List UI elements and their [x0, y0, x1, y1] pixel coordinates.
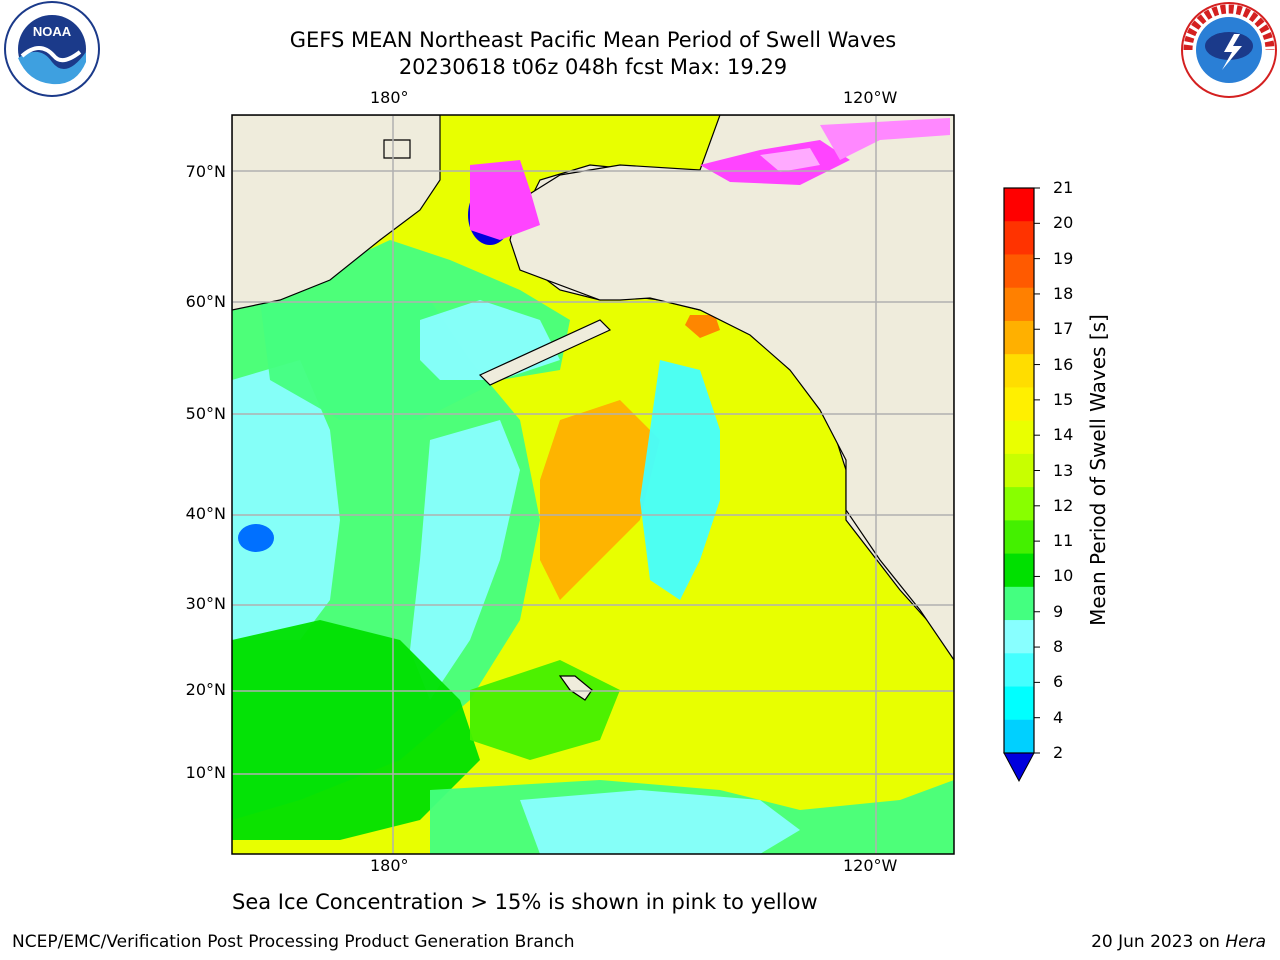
land-hawaii: [558, 675, 593, 701]
colorbar-tick-label: 9: [1053, 601, 1064, 621]
footer-branch: NCEP/EMC/Verification Post Processing Pr…: [12, 932, 575, 952]
land-aleutian: [478, 319, 612, 386]
colorbar-tick-label: 4: [1053, 707, 1064, 727]
swell-alaska-orange: [540, 400, 660, 600]
colorbar-tick-label: 21: [1053, 178, 1074, 197]
land-na-coast: [509, 115, 954, 662]
lon-label-bottom-180: 180°: [370, 856, 409, 875]
colorbar-tick-label: 20: [1053, 213, 1074, 233]
noaa-logo-icon: NOAA: [4, 1, 100, 97]
swell-gulf-orange: [685, 315, 720, 338]
sea-ice-beaufort-light: [760, 148, 820, 172]
colorbar-bin: [1004, 719, 1034, 754]
footer-machine: Hera: [1225, 932, 1266, 952]
nws-logo-icon: [1181, 2, 1277, 98]
sea-ice-chukchi: [470, 160, 540, 240]
colorbar-bin: [1004, 453, 1034, 488]
colorbar-tick-label: 17: [1053, 319, 1074, 339]
lat-label-70n: 70°N: [185, 162, 226, 181]
lon-label-top-120w: 120°W: [843, 88, 898, 107]
lat-label-40n: 40°N: [185, 504, 226, 523]
colorbar: [1003, 187, 1040, 783]
colorbar-bin: [1004, 221, 1034, 255]
colorbar-tick-label: 12: [1053, 495, 1074, 515]
colorbar-bin: [1004, 520, 1034, 555]
colorbar-bin: [1004, 254, 1034, 289]
lat-label-60n: 60°N: [185, 292, 226, 311]
colorbar-bin: [1004, 287, 1034, 322]
graticule: [232, 115, 954, 854]
swell-south-cyan: [520, 790, 800, 854]
colorbar-tick-label: 8: [1053, 637, 1064, 657]
land-small-top: [383, 139, 411, 159]
colorbar-tick-label: 15: [1053, 389, 1074, 409]
colorbar-bin: [1004, 420, 1034, 455]
colorbar-extend: [1003, 752, 1035, 783]
sea-ice-note: Sea Ice Concentration > 15% is shown in …: [232, 890, 818, 914]
colorbar-bin: [1004, 620, 1034, 654]
colorbar-bin: [1004, 354, 1034, 388]
lat-label-50n: 50°N: [185, 404, 226, 423]
colorbar-bin: [1004, 487, 1034, 521]
colorbar-bin: [1004, 387, 1034, 422]
sea-ice-arctic-edge: [820, 118, 950, 160]
colorbar-tick-label: 13: [1053, 460, 1074, 480]
lat-label-20n: 20°N: [185, 680, 226, 699]
colorbar-tick-label: 2: [1053, 743, 1064, 762]
colorbar-bin: [1004, 188, 1034, 222]
footer-date-text: 20 Jun 2023 on: [1091, 932, 1220, 952]
swell-low-spot: [238, 524, 274, 552]
colorbar-bin: [1004, 586, 1034, 621]
colorbar-tick-label: 10: [1053, 566, 1074, 586]
colorbar-bin: [1004, 320, 1034, 355]
lat-label-30n: 30°N: [185, 594, 226, 613]
footer-date: 20 Jun 2023 on Hera: [1091, 934, 1266, 951]
colorbar-bin: [1004, 686, 1034, 721]
swell-west-cyan: [232, 360, 340, 640]
lon-label-bottom-120w: 120°W: [843, 856, 898, 875]
swell-central-cyan: [410, 420, 520, 700]
colorbar-bin: [1004, 553, 1034, 588]
colorbar-tick-label: 14: [1053, 425, 1074, 445]
swell-west-bright-green: [232, 620, 480, 840]
map-frame: [231, 114, 955, 855]
colorbar-bin: [1004, 653, 1034, 688]
colorbar-tick-label: 6: [1053, 672, 1064, 692]
colorbar-tick-label: 19: [1053, 248, 1074, 268]
map-subtitle: 20230618 t06z 048h fcst Max: 19.29: [398, 55, 788, 79]
map-title: GEFS MEAN Northeast Pacific Mean Period …: [289, 28, 897, 52]
noaa-logo-text: NOAA: [33, 24, 72, 39]
colorbar-tick-label: 18: [1053, 283, 1074, 303]
lat-label-10n: 10°N: [185, 763, 226, 782]
lon-label-top-180: 180°: [370, 88, 409, 107]
land-siberia: [232, 115, 441, 311]
swell-east-cyan-ellipse: [640, 360, 720, 600]
colorbar-label: Mean Period of Swell Waves [s]: [1086, 314, 1110, 626]
colorbar-tick-label: 16: [1053, 354, 1074, 374]
colorbar-tick-label: 11: [1053, 531, 1074, 551]
